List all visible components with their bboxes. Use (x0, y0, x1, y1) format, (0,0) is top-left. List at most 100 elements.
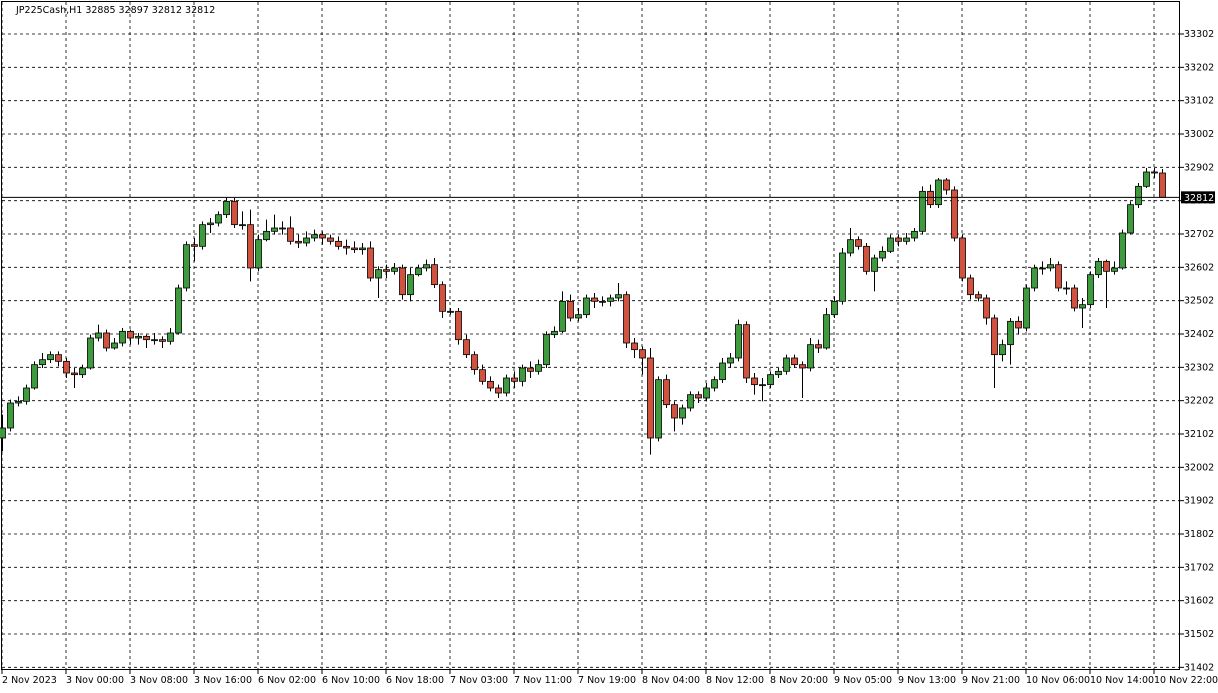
x-tick-label: 7 Nov 11:00 (514, 675, 572, 686)
candle-body (63, 360, 70, 374)
candle-body (847, 239, 854, 254)
y-tick-label: 32902 (1184, 162, 1214, 173)
candle-body (1159, 172, 1166, 198)
x-tick-label: 6 Nov 10:00 (322, 675, 380, 686)
candle-body (871, 257, 878, 272)
x-tick-label: 6 Nov 02:00 (258, 675, 316, 686)
candle-body (999, 344, 1006, 356)
candle-body (935, 179, 942, 206)
candle-body (1119, 232, 1126, 269)
candle-body (807, 344, 814, 369)
candle-body (767, 374, 774, 386)
y-tick-label: 32702 (1184, 229, 1214, 240)
candle-body (799, 364, 806, 369)
candle-body (879, 250, 886, 259)
candle-body (1095, 260, 1102, 276)
candle-body (1111, 267, 1118, 272)
candle-body (655, 379, 662, 439)
candle-body (1039, 267, 1046, 270)
candle-body (359, 247, 366, 251)
candle-body (887, 237, 894, 252)
y-tick-label: 32602 (1184, 262, 1214, 273)
candle-body (623, 294, 630, 344)
candle-body (23, 387, 30, 402)
candle-body (567, 300, 574, 319)
candle-body (1071, 287, 1078, 309)
candle-body (0, 427, 6, 439)
x-tick-label: 3 Nov 16:00 (194, 675, 252, 686)
candle-body (135, 335, 142, 339)
candle-body (391, 267, 398, 272)
candle-body (735, 324, 742, 359)
candle-body (111, 342, 118, 349)
candle-body (519, 367, 526, 382)
candle-body (319, 234, 326, 239)
candle-body (39, 359, 46, 366)
plot-frame (1, 1, 1180, 670)
candle-body (783, 357, 790, 372)
candle-body (167, 332, 174, 342)
candle-body (127, 330, 134, 339)
y-tick-label: 33202 (1184, 62, 1214, 73)
candle-body (375, 269, 382, 279)
candle-body (527, 367, 534, 372)
candle-body (967, 277, 974, 296)
candle-body (431, 264, 438, 286)
candle-body (991, 317, 998, 356)
candle-body (1023, 287, 1030, 329)
candle-body (831, 300, 838, 316)
candle-body (1031, 267, 1038, 289)
candle-body (215, 214, 222, 224)
candle-body (351, 247, 358, 251)
candle-body (327, 237, 334, 242)
candle-body (487, 380, 494, 389)
candle-body (1151, 171, 1158, 174)
candle-body (583, 297, 590, 316)
candle-body (719, 362, 726, 381)
y-tick-label: 32302 (1184, 362, 1214, 373)
candle-body (863, 245, 870, 272)
candle-body (751, 377, 758, 386)
y-tick-label: 31902 (1184, 496, 1214, 507)
y-tick-label: 33302 (1184, 29, 1214, 40)
candle-body (951, 189, 958, 239)
candle-body (631, 342, 638, 351)
x-tick-label: 7 Nov 19:00 (578, 675, 636, 686)
candle-body (815, 344, 822, 349)
candle-body (895, 237, 902, 242)
candle-body (175, 287, 182, 334)
candle-body (143, 335, 150, 341)
current-price-box (1181, 191, 1215, 204)
candle-body (591, 297, 598, 302)
candle-body (695, 394, 702, 399)
candle-body (1143, 171, 1150, 187)
candle-body (535, 364, 542, 372)
candle-body (247, 224, 254, 269)
x-tick-label: 9 Nov 05:00 (834, 675, 892, 686)
candle-body (639, 349, 646, 359)
candle-body (79, 367, 86, 376)
candle-body (1087, 274, 1094, 306)
candle-body (47, 354, 54, 361)
y-tick-label: 32102 (1184, 429, 1214, 440)
candle-body (1055, 264, 1062, 289)
candle-body (503, 377, 510, 394)
candle-body (263, 230, 270, 241)
candle-body (191, 244, 198, 247)
candle-body (711, 379, 718, 389)
y-tick-label: 32002 (1184, 462, 1214, 473)
x-tick-label: 8 Nov 20:00 (770, 675, 828, 686)
candle-body (455, 310, 462, 341)
candle-body (647, 357, 654, 439)
candle-body (679, 407, 686, 419)
candle-body (823, 314, 830, 349)
candle-body (543, 334, 550, 366)
candle-body (927, 190, 934, 206)
candle-body (295, 240, 302, 244)
candle-body (615, 294, 622, 299)
candle-body (575, 314, 582, 319)
candle-body (919, 190, 926, 232)
candle-body (511, 377, 518, 382)
